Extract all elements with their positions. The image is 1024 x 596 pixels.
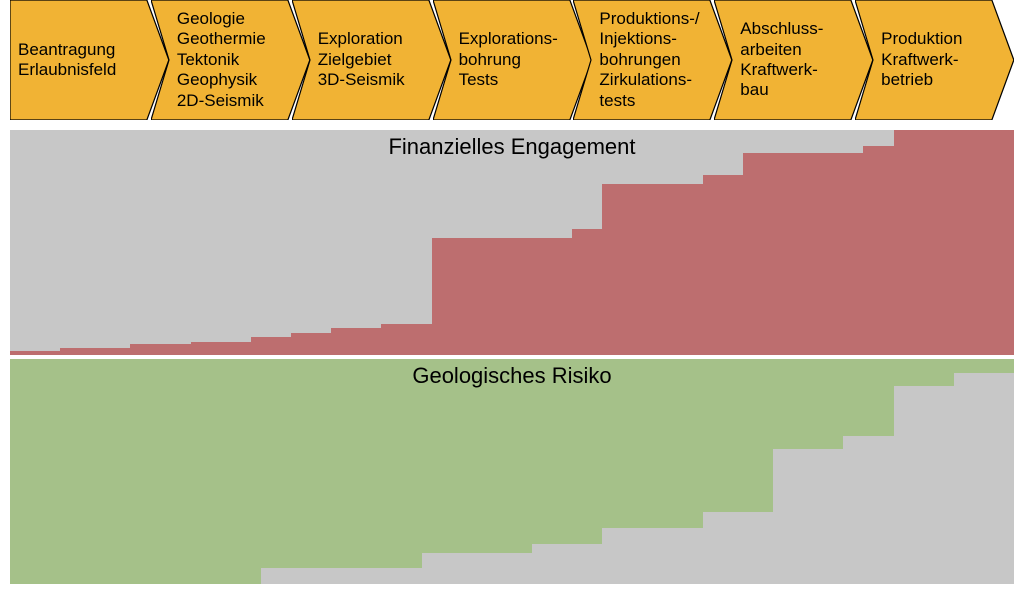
process-step-arrow: ExplorationZielgebiet3D-Seismik <box>292 0 451 120</box>
process-step-arrow: GeologieGeothermieTektonikGeophysik2D-Se… <box>151 0 310 120</box>
process-step-label: ProduktionKraftwerk-betrieb <box>855 0 1014 120</box>
chart-bar <box>703 359 773 512</box>
process-step-arrow: Abschluss-arbeitenKraftwerk-bau <box>714 0 873 120</box>
chart-bar <box>432 238 573 355</box>
chart-bar <box>863 146 893 355</box>
chart-bar <box>602 359 702 528</box>
process-step-label: BeantragungErlaubnisfeld <box>10 0 169 120</box>
process-risk-diagram: BeantragungErlaubnisfeldGeologieGeotherm… <box>0 0 1024 596</box>
chart-bar <box>251 337 291 355</box>
chart-bar <box>60 348 130 355</box>
process-step-label: ExplorationZielgebiet3D-Seismik <box>292 0 451 120</box>
process-step-label: Produktions-/Injektions-bohrungenZirkula… <box>573 0 732 120</box>
process-step-label: GeologieGeothermieTektonikGeophysik2D-Se… <box>151 0 310 120</box>
chart-bar <box>602 184 702 355</box>
chart-bar <box>291 333 331 356</box>
chart-bar <box>954 359 1014 373</box>
chart-bar <box>773 359 843 449</box>
chart-bar <box>261 359 422 568</box>
process-step-arrow: Produktions-/Injektions-bohrungenZirkula… <box>573 0 732 120</box>
chart-bar <box>10 359 261 584</box>
geological-risk-title: Geologisches Risiko <box>412 363 611 389</box>
financial-engagement-bars <box>10 130 1014 355</box>
chart-bar <box>843 359 893 436</box>
financial-engagement-title: Finanzielles Engagement <box>388 134 635 160</box>
process-step-label: Abschluss-arbeitenKraftwerk-bau <box>714 0 873 120</box>
chart-bar <box>894 359 954 386</box>
chart-bar <box>381 324 431 356</box>
chart-bar <box>331 328 381 355</box>
financial-engagement-panel: Finanzielles Engagement <box>10 130 1014 355</box>
process-arrows-row: BeantragungErlaubnisfeldGeologieGeotherm… <box>10 0 1014 124</box>
geological-risk-bars <box>10 359 1014 584</box>
chart-bar <box>572 229 602 355</box>
chart-bar <box>10 351 60 356</box>
chart-bar <box>703 175 743 355</box>
chart-bar <box>191 342 251 356</box>
geological-risk-panel: Geologisches Risiko <box>10 359 1014 584</box>
chart-bar <box>130 344 190 355</box>
chart-bar <box>894 130 1014 355</box>
process-step-label: Explorations-bohrungTests <box>433 0 592 120</box>
process-step-arrow: BeantragungErlaubnisfeld <box>10 0 169 120</box>
process-step-arrow: Explorations-bohrungTests <box>433 0 592 120</box>
process-step-arrow: ProduktionKraftwerk-betrieb <box>855 0 1014 120</box>
chart-bar <box>743 153 863 356</box>
